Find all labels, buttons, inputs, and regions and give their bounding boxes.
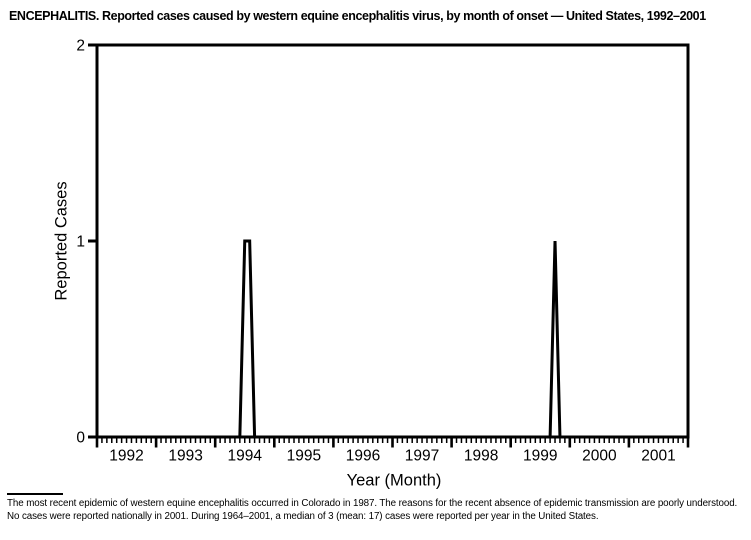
plot-border	[95, 43, 690, 439]
x-tick-label: 1992	[109, 448, 143, 465]
figure-title: ENCEPHALITIS. Reported cases caused by w…	[9, 9, 706, 23]
footnote: The most recent epidemic of western equi…	[7, 498, 738, 522]
y-tick-label: 1	[76, 234, 85, 251]
x-tick-label: 1995	[287, 448, 321, 465]
x-tick-label: 2000	[582, 448, 617, 465]
x-tick-label: 1997	[405, 448, 439, 465]
y-tick-label: 2	[76, 38, 85, 55]
data-line	[97, 239, 684, 439]
x-tick-label: 1996	[346, 448, 380, 465]
x-tick-label: 2001	[641, 448, 675, 465]
footnote-divider	[7, 493, 63, 495]
y-tick-label: 0	[76, 430, 85, 447]
x-tick-label: 1998	[464, 448, 498, 465]
y-axis-title: Reported Cases	[52, 181, 71, 301]
x-axis-title: Year (Month)	[346, 471, 442, 490]
x-tick-label: 1993	[168, 448, 202, 465]
x-tick-label: 1994	[228, 448, 263, 465]
x-tick-label: 1999	[523, 448, 557, 465]
